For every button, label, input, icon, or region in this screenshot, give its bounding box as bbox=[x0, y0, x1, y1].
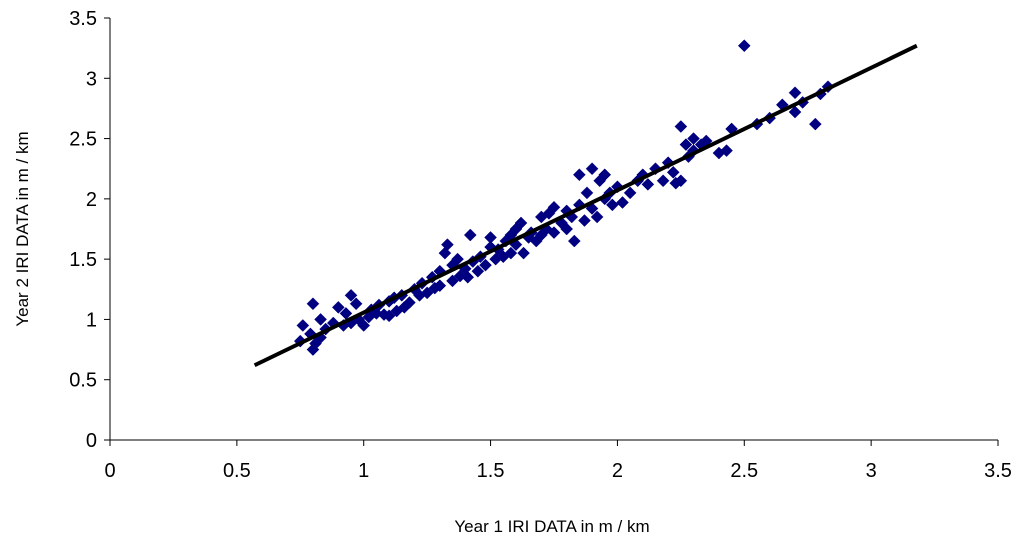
data-point bbox=[306, 297, 320, 311]
trendline-group bbox=[253, 43, 918, 368]
data-point bbox=[788, 105, 802, 119]
data-point bbox=[438, 246, 452, 260]
x-tick-label: 3.5 bbox=[984, 460, 1012, 482]
data-point bbox=[808, 117, 822, 131]
data-point bbox=[344, 288, 358, 302]
x-tick-label: 3 bbox=[866, 460, 877, 482]
data-point bbox=[471, 264, 485, 278]
data-point bbox=[441, 238, 454, 252]
data-point bbox=[636, 168, 650, 182]
data-point bbox=[433, 279, 447, 293]
x-tick-label: 1 bbox=[358, 460, 369, 482]
data-point bbox=[403, 296, 416, 309]
data-point bbox=[687, 144, 700, 157]
y-tick-label: 3.5 bbox=[69, 8, 97, 30]
y-axis-ticks: 0 0.5 1 1.5 2 2.5 3 3.5 bbox=[69, 8, 110, 452]
data-point bbox=[296, 319, 310, 332]
data-point bbox=[567, 234, 581, 248]
data-point bbox=[585, 162, 599, 176]
y-tick-label: 3 bbox=[86, 68, 97, 90]
x-axis-label: Year 1 IRI DATA in m / km bbox=[454, 517, 649, 536]
data-point bbox=[382, 309, 396, 323]
data-point bbox=[504, 246, 518, 260]
data-point bbox=[641, 178, 655, 191]
data-point bbox=[720, 144, 733, 157]
data-point bbox=[463, 228, 477, 242]
data-point bbox=[547, 200, 561, 214]
data-point bbox=[514, 216, 528, 230]
data-point bbox=[623, 186, 637, 200]
data-point bbox=[580, 186, 594, 200]
data-point bbox=[674, 120, 688, 133]
x-tick-label: 0 bbox=[104, 460, 115, 482]
data-point bbox=[357, 319, 371, 332]
trendline bbox=[253, 43, 918, 368]
data-point bbox=[679, 138, 693, 151]
data-point bbox=[517, 246, 530, 260]
data-point bbox=[349, 297, 363, 311]
data-point bbox=[420, 286, 434, 300]
x-tick-label: 2.5 bbox=[730, 460, 758, 482]
data-point bbox=[578, 214, 591, 227]
data-point bbox=[484, 231, 497, 244]
x-tick-label: 2 bbox=[612, 460, 623, 482]
data-point bbox=[590, 210, 604, 224]
data-point bbox=[788, 86, 802, 100]
y-tick-label: 0.5 bbox=[69, 370, 97, 392]
data-point bbox=[674, 174, 688, 188]
data-point bbox=[573, 168, 586, 182]
data-point bbox=[314, 313, 327, 326]
data-point bbox=[737, 39, 751, 53]
y-tick-label: 2 bbox=[86, 189, 97, 211]
data-point bbox=[425, 270, 439, 284]
y-tick-label: 1.5 bbox=[69, 249, 97, 271]
y-tick-label: 2.5 bbox=[69, 129, 97, 151]
data-point bbox=[479, 258, 492, 272]
x-axis-ticks: 0 0.5 1 1.5 2 2.5 3 3.5 bbox=[104, 440, 1012, 482]
x-tick-label: 0.5 bbox=[223, 460, 251, 482]
data-point bbox=[656, 174, 670, 188]
data-point bbox=[547, 226, 561, 239]
y-tick-label: 1 bbox=[86, 309, 97, 331]
y-tick-label: 0 bbox=[86, 430, 97, 452]
data-point bbox=[598, 168, 612, 182]
x-tick-label: 1.5 bbox=[477, 460, 505, 482]
y-axis-label: Year 2 IRI DATA in m / km bbox=[13, 131, 32, 326]
data-point bbox=[560, 222, 574, 236]
data-point bbox=[331, 301, 345, 314]
axes bbox=[109, 18, 998, 441]
data-point bbox=[616, 196, 629, 209]
data-point bbox=[461, 270, 475, 284]
data-point bbox=[666, 165, 680, 179]
data-point bbox=[606, 198, 619, 212]
data-point bbox=[446, 274, 459, 288]
